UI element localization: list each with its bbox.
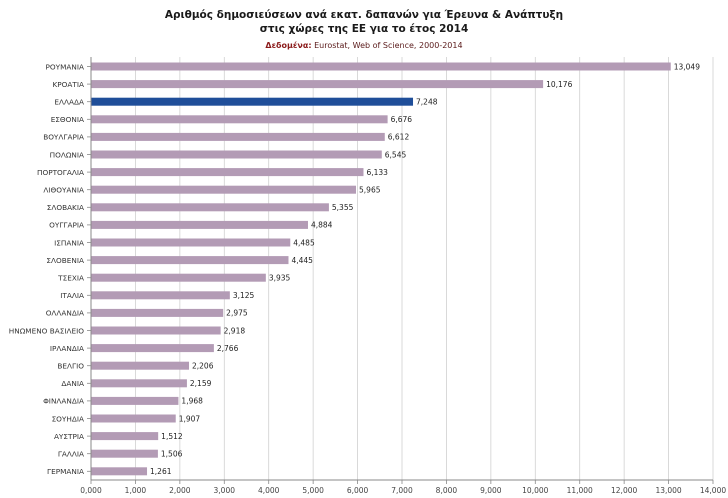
bar-5 bbox=[91, 150, 382, 159]
x-tick-label-8: 8,000 bbox=[436, 486, 458, 495]
bar-2 bbox=[91, 97, 414, 106]
bar-9 bbox=[91, 220, 308, 229]
x-tick-label-2: 2,000 bbox=[169, 486, 191, 495]
category-label-5: ΠΟΛΩΝΙΑ bbox=[50, 150, 84, 159]
value-label-10: 4,485 bbox=[293, 238, 315, 247]
category-label-3: ΕΣΘΟΝΙΑ bbox=[51, 115, 84, 124]
category-label-11: ΣΛΟΒΕΝΙΑ bbox=[46, 256, 84, 265]
value-label-2: 7,248 bbox=[416, 98, 438, 107]
bar-11 bbox=[91, 256, 289, 265]
source-text: Eurostat, Web of Science, 2000-2014 bbox=[311, 41, 463, 50]
value-label-3: 6,676 bbox=[391, 115, 413, 124]
category-label-19: ΦΙΝΛΑΝΔΙΑ bbox=[43, 397, 84, 406]
chart-title-line-2: στις χώρες της ΕΕ για το έτος 2014 bbox=[259, 23, 469, 35]
bar-4 bbox=[91, 132, 385, 141]
x-tick-label-6: 6,000 bbox=[347, 486, 369, 495]
source-label: Δεδομένα: bbox=[265, 41, 312, 50]
category-label-0: ΡΟΥΜΑΝΙΑ bbox=[46, 62, 85, 71]
bar-19 bbox=[91, 396, 179, 405]
value-label-7: 5,965 bbox=[359, 186, 381, 195]
x-tick-label-7: 7,000 bbox=[391, 486, 413, 495]
bar-15 bbox=[91, 326, 221, 335]
category-label-17: ΒΕΛΓΙΟ bbox=[57, 362, 84, 371]
category-label-21: ΑΥΣΤΡΙΑ bbox=[54, 432, 84, 441]
category-label-8: ΣΛΟΒΑΚΙΑ bbox=[47, 203, 84, 212]
bar-8 bbox=[91, 203, 329, 212]
category-label-15: ΗΝΩΜΕΝΟ ΒΑΣΙΛΕΙΟ bbox=[9, 326, 84, 335]
x-tick-label-9: 9,000 bbox=[480, 486, 502, 495]
category-label-13: ΙΤΑΛΙΑ bbox=[60, 291, 84, 300]
bar-13 bbox=[91, 291, 230, 300]
chart-source: Δεδομένα: Eurostat, Web of Science, 2000… bbox=[0, 41, 728, 50]
category-label-12: ΤΣΕΧΙΑ bbox=[57, 274, 84, 283]
category-label-7: ΛΙΘΟΥΑΝΙΑ bbox=[43, 186, 84, 195]
value-label-20: 1,907 bbox=[179, 414, 201, 423]
chart-title-line-1: Αριθμός δημοσιεύσεων ανά εκατ. δαπανών γ… bbox=[164, 9, 564, 21]
x-tick-label-12: 12,000 bbox=[611, 486, 637, 495]
category-label-20: ΣΟΥΗΔΙΑ bbox=[52, 414, 84, 423]
value-label-1: 10,176 bbox=[546, 80, 572, 89]
x-tick-label-3: 3,000 bbox=[214, 486, 236, 495]
category-label-4: ΒΟΥΛΓΑΡΙΑ bbox=[43, 133, 84, 142]
category-label-2: ΕΛΛΑΔΑ bbox=[54, 98, 84, 107]
category-label-23: ΓΕΡΜΑΝΙΑ bbox=[47, 467, 84, 476]
bar-18 bbox=[91, 379, 187, 388]
bar-1 bbox=[91, 80, 544, 89]
value-label-17: 2,206 bbox=[192, 362, 214, 371]
category-label-9: ΟΥΓΓΑΡΙΑ bbox=[49, 221, 84, 230]
x-tick-label-11: 11,000 bbox=[567, 486, 593, 495]
value-label-0: 13,049 bbox=[674, 62, 700, 71]
bar-6 bbox=[91, 168, 364, 177]
value-label-15: 2,918 bbox=[224, 326, 246, 335]
value-label-16: 2,766 bbox=[217, 344, 239, 353]
x-tick-label-13: 13,000 bbox=[655, 486, 681, 495]
category-label-22: ΓΑΛΛΙΑ bbox=[58, 450, 84, 459]
bar-16 bbox=[91, 344, 214, 353]
value-label-19: 1,968 bbox=[181, 397, 203, 406]
value-label-5: 6,545 bbox=[385, 150, 407, 159]
value-label-14: 2,975 bbox=[226, 309, 248, 318]
x-tick-label-5: 5,000 bbox=[302, 486, 324, 495]
bar-17 bbox=[91, 361, 190, 370]
category-label-16: ΙΡΛΑΝΔΙΑ bbox=[50, 344, 84, 353]
category-label-14: ΟΛΛΑΝΔΙΑ bbox=[46, 309, 84, 318]
value-label-22: 1,506 bbox=[161, 450, 183, 459]
bar-20 bbox=[91, 414, 176, 423]
bar-0 bbox=[91, 62, 671, 71]
value-label-4: 6,612 bbox=[388, 133, 410, 142]
bar-10 bbox=[91, 238, 291, 247]
category-label-1: ΚΡΟΑΤΙΑ bbox=[52, 80, 84, 89]
x-tick-label-4: 4,000 bbox=[258, 486, 280, 495]
x-tick-label-14: 14,000 bbox=[700, 486, 726, 495]
category-label-6: ΠΟΡΤΟΓΑΛΙΑ bbox=[37, 168, 84, 177]
value-label-9: 4,884 bbox=[311, 221, 333, 230]
bar-21 bbox=[91, 432, 159, 441]
value-label-23: 1,261 bbox=[150, 467, 172, 476]
value-label-12: 3,935 bbox=[269, 274, 291, 283]
x-tick-label-0: 0,000 bbox=[80, 486, 102, 495]
value-label-11: 4,445 bbox=[291, 256, 313, 265]
value-label-18: 2,159 bbox=[190, 379, 212, 388]
category-label-10: ΙΣΠΑΝΙΑ bbox=[54, 238, 84, 247]
x-tick-label-10: 10,000 bbox=[522, 486, 548, 495]
x-tick-label-1: 1,000 bbox=[125, 486, 147, 495]
value-label-13: 3,125 bbox=[233, 291, 255, 300]
bar-3 bbox=[91, 115, 388, 124]
category-label-18: ΔΑΝΙΑ bbox=[61, 379, 84, 388]
bar-22 bbox=[91, 449, 158, 458]
value-label-6: 6,133 bbox=[366, 168, 388, 177]
bar-7 bbox=[91, 185, 357, 194]
bar-12 bbox=[91, 273, 266, 282]
value-label-21: 1,512 bbox=[161, 432, 183, 441]
bar-23 bbox=[91, 467, 148, 476]
value-label-8: 5,355 bbox=[332, 203, 354, 212]
bar-14 bbox=[91, 308, 224, 317]
